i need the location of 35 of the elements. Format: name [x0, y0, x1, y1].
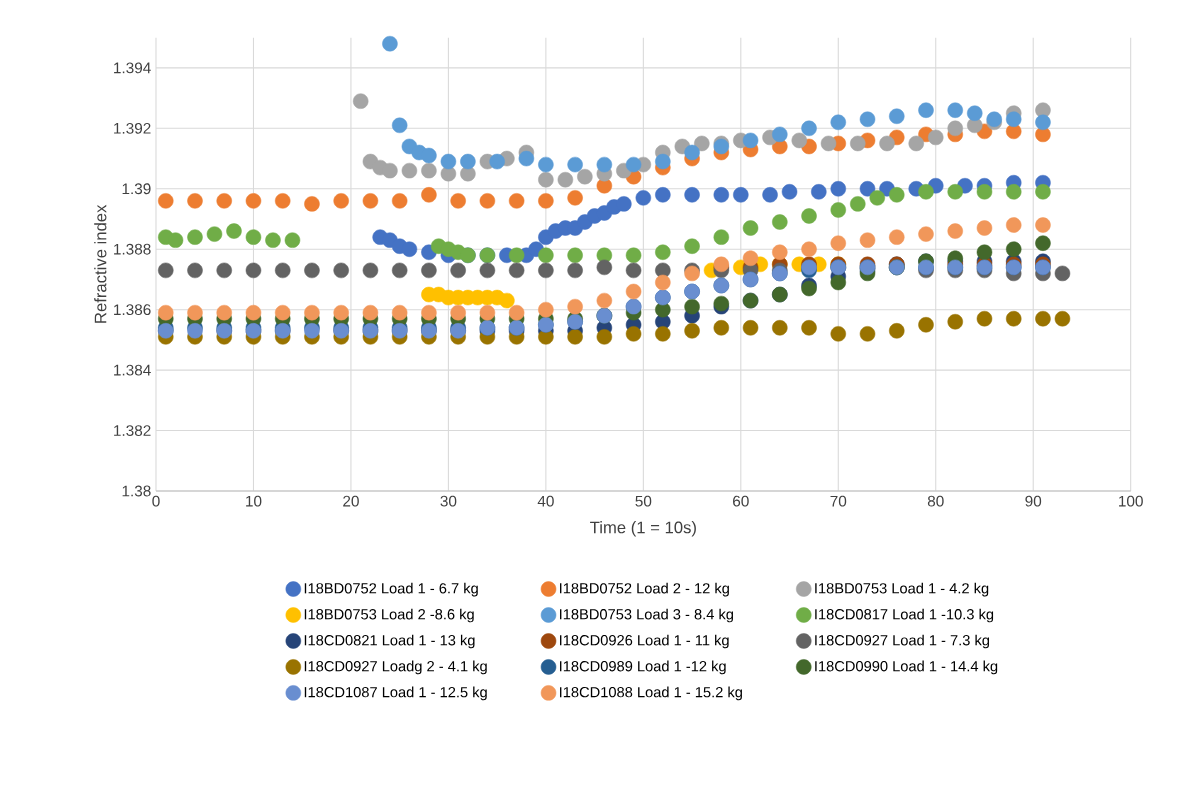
legend-label: I18BD0753 Load 1 - 4.2 kg [815, 582, 989, 597]
x-tick-label: 50 [635, 495, 652, 507]
y-tick-label: 1.386 [114, 304, 151, 316]
legend-label: I18BD0752 Load 2 - 12 kg [560, 582, 729, 597]
x-tick-label: 20 [343, 495, 359, 507]
x-tick-label: 100 [1119, 495, 1143, 507]
x-tick-label: 10 [246, 495, 262, 507]
x-tick-label: 0 [152, 495, 160, 507]
x-tick-label: 80 [927, 495, 944, 507]
y-tick-label: 1.384 [114, 364, 151, 376]
legend-label: I18BD0753 Load 2 -8.6 kg [304, 608, 474, 623]
y-tick-label: 1.392 [114, 122, 151, 134]
legend-label: I18CD1087 Load 1 - 12.5 kg [304, 686, 487, 701]
y-tick-label: 1.39 [122, 183, 151, 195]
x-tick-label: 30 [440, 495, 457, 507]
legend-label: I18CD0927 Load 1 - 7.3 kg [815, 634, 990, 649]
legend-label: I18CD0990 Load 1 - 14.4 kg [815, 660, 998, 675]
y-tick-label: 1.38 [122, 485, 151, 497]
y-axis-title: Refractive index [94, 204, 107, 323]
x-tick-label: 90 [1025, 495, 1042, 507]
y-tick-label: 1.382 [114, 425, 151, 436]
y-tick-label: 1.394 [114, 62, 151, 74]
legend-label: I18BD0753 Load 3 - 8.4 kg [560, 608, 734, 623]
x-tick-label: 70 [830, 495, 847, 507]
legend-label: I18CD0821 Load 1 - 13 kg [304, 634, 475, 649]
x-tick-label: 60 [733, 495, 749, 507]
legend-label: I18CD0926 Load 1 - 11 kg [560, 634, 729, 649]
x-tick-label: 40 [537, 495, 554, 507]
legend-label: I18BD0752 Load 1 - 6.7 kg [304, 582, 478, 597]
legend-label: I18CD0989 Load 1 -12 kg [560, 660, 726, 675]
legend-label: I18CD0927 Loadg 2 - 4.1 kg [304, 660, 487, 675]
y-tick-label: 1.388 [114, 243, 151, 255]
legend-label: I18CD1088 Load 1 - 15.2 kg [560, 686, 742, 701]
x-axis-title: Time (1 = 10s) [590, 521, 696, 537]
legend-label: I18CD0817 Load 1 -10.3 kg [815, 608, 994, 623]
